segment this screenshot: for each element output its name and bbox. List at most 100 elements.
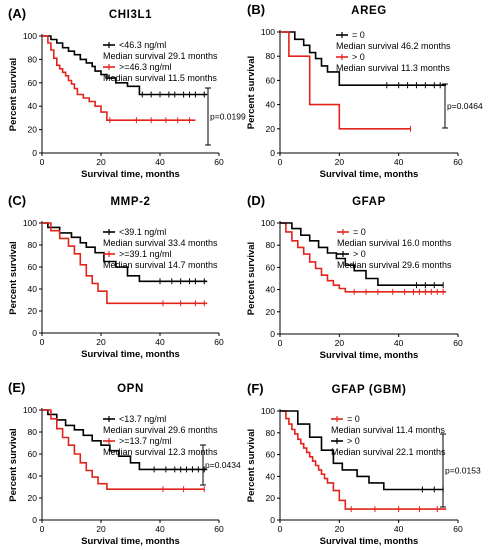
median-survival-annotation: Median survival 33.4 months bbox=[103, 238, 218, 248]
y-tick-label: 60 bbox=[28, 449, 38, 459]
panel-label: (A) bbox=[8, 6, 26, 21]
x-tick-label: 20 bbox=[96, 524, 106, 534]
km-panel-d: (D) GFAP 0 20 40 60 80 100 0 20 40 60 Survival time,… bbox=[246, 193, 463, 361]
legend-entry: >=39.1 ng/ml bbox=[119, 249, 172, 259]
x-axis-label: Survival time, months bbox=[81, 349, 180, 360]
legend-entry: = 0 bbox=[353, 227, 366, 237]
legend-entry: <13.7 ng/ml bbox=[119, 414, 166, 424]
x-tick-label: 20 bbox=[96, 157, 106, 167]
survival-curve-series-2 bbox=[280, 410, 444, 491]
x-tick-label: 60 bbox=[453, 157, 463, 167]
y-tick-label: 40 bbox=[266, 285, 276, 295]
y-tick-label: 0 bbox=[32, 328, 37, 338]
y-tick-label: 100 bbox=[261, 218, 275, 228]
y-tick-label: 60 bbox=[266, 262, 276, 272]
y-tick-label: 40 bbox=[28, 101, 38, 111]
y-tick-label: 60 bbox=[266, 75, 276, 85]
survival-curve-series-1 bbox=[280, 31, 447, 86]
x-tick-label: 0 bbox=[278, 524, 283, 534]
panel-label: (D) bbox=[247, 193, 265, 208]
survival-curve-series-2 bbox=[280, 222, 444, 286]
y-axis-label: Percent survival bbox=[8, 241, 19, 314]
legend-entry: <39.1 ng/ml bbox=[119, 227, 166, 237]
y-tick-label: 40 bbox=[266, 100, 276, 110]
x-tick-label: 40 bbox=[155, 337, 165, 347]
median-survival-annotation: Median survival 14.7 months bbox=[103, 260, 218, 270]
x-tick-label: 60 bbox=[214, 157, 224, 167]
median-survival-annotation: Median survival 22.1 months bbox=[331, 447, 446, 457]
y-tick-label: 80 bbox=[266, 51, 276, 61]
x-tick-label: 20 bbox=[335, 338, 345, 348]
km-panel-e: (E) OPN 0 20 40 60 80 100 0 20 40 60 Survival time, … bbox=[8, 380, 241, 547]
y-tick-label: 60 bbox=[28, 78, 38, 88]
median-survival-annotation: Median survival 29.6 months bbox=[337, 260, 452, 270]
median-survival-annotation: Median survival 11.4 months bbox=[331, 425, 445, 435]
y-tick-label: 80 bbox=[266, 240, 276, 250]
y-tick-label: 20 bbox=[266, 307, 276, 317]
legend-entry: >=46.3 ng/ml bbox=[119, 62, 172, 72]
km-panel-a: (A) CHI3L1 0 20 40 60 80 100 0 20 40 60 Survival tim… bbox=[8, 6, 246, 180]
km-panel-c: (C) MMP-2 0 20 40 60 80 100 0 20 40 60 Survival time… bbox=[8, 193, 224, 360]
y-tick-label: 100 bbox=[23, 31, 37, 41]
y-tick-label: 0 bbox=[32, 148, 37, 158]
y-tick-label: 80 bbox=[266, 428, 276, 438]
x-tick-label: 0 bbox=[40, 337, 45, 347]
y-tick-label: 60 bbox=[28, 262, 38, 272]
median-survival-annotation: Median survival 46.2 months bbox=[336, 41, 451, 51]
x-tick-label: 40 bbox=[155, 157, 165, 167]
chart-title: GFAP (GBM) bbox=[332, 384, 407, 396]
x-tick-label: 60 bbox=[453, 338, 463, 348]
median-survival-annotation: Median survival 29.6 months bbox=[103, 425, 218, 435]
legend-entry: >=13.7 ng/ml bbox=[119, 436, 172, 446]
legend-entry: = 0 bbox=[347, 414, 360, 424]
x-tick-label: 20 bbox=[335, 157, 345, 167]
survival-curve-series-2 bbox=[280, 31, 411, 130]
y-tick-label: 60 bbox=[266, 450, 276, 460]
y-tick-label: 80 bbox=[28, 54, 38, 64]
y-axis-label: Percent survival bbox=[8, 58, 19, 131]
survival-curve-series-1 bbox=[280, 222, 447, 293]
p-value-label: p=0.0153 bbox=[445, 466, 481, 476]
x-tick-label: 0 bbox=[278, 338, 283, 348]
y-tick-label: 0 bbox=[32, 515, 37, 525]
p-value-label: p=0.0434 bbox=[205, 460, 241, 470]
p-value-label: p=0.0199 bbox=[210, 112, 246, 122]
panel-label: (F) bbox=[247, 381, 264, 396]
y-tick-label: 80 bbox=[28, 240, 38, 250]
y-tick-label: 20 bbox=[266, 124, 276, 134]
x-axis-label: Survival time, months bbox=[81, 536, 180, 547]
y-tick-label: 0 bbox=[270, 515, 275, 525]
survival-curve-series-2 bbox=[42, 35, 196, 121]
survival-curve-series-1 bbox=[280, 410, 447, 510]
median-survival-annotation: Median survival 29.1 months bbox=[103, 51, 218, 61]
y-tick-label: 40 bbox=[266, 471, 276, 481]
legend-entry: <46.3 ng/ml bbox=[119, 40, 166, 50]
y-axis-label: Percent survival bbox=[246, 56, 257, 129]
y-tick-label: 100 bbox=[23, 218, 37, 228]
km-panel-f: (F) GFAP (GBM) 0 20 40 60 80 100 0 20 40 60 Survival… bbox=[246, 381, 481, 547]
survival-curve-series-2 bbox=[42, 222, 208, 305]
y-tick-label: 80 bbox=[28, 427, 38, 437]
survival-curve-series-1 bbox=[42, 35, 208, 96]
x-tick-label: 0 bbox=[278, 157, 283, 167]
x-axis-label: Survival time, months bbox=[320, 536, 419, 547]
x-tick-label: 60 bbox=[214, 524, 224, 534]
panel-label: (C) bbox=[8, 193, 26, 208]
y-tick-label: 40 bbox=[28, 471, 38, 481]
x-tick-label: 40 bbox=[155, 524, 165, 534]
x-tick-label: 40 bbox=[394, 524, 404, 534]
y-tick-label: 20 bbox=[28, 125, 38, 135]
median-survival-annotation: Median survival 12.3 months bbox=[103, 447, 218, 457]
x-tick-label: 40 bbox=[394, 338, 404, 348]
x-tick-label: 20 bbox=[335, 524, 345, 534]
chart-title: AREG bbox=[351, 5, 387, 17]
legend-entry: > 0 bbox=[353, 249, 366, 259]
median-survival-annotation: Median survival 16.0 months bbox=[337, 238, 452, 248]
y-tick-label: 40 bbox=[28, 284, 38, 294]
y-tick-label: 100 bbox=[261, 406, 275, 416]
y-tick-label: 0 bbox=[270, 329, 275, 339]
x-tick-label: 0 bbox=[40, 524, 45, 534]
legend-entry: > 0 bbox=[347, 436, 360, 446]
median-survival-annotation: Median survival 11.5 months bbox=[103, 73, 217, 83]
